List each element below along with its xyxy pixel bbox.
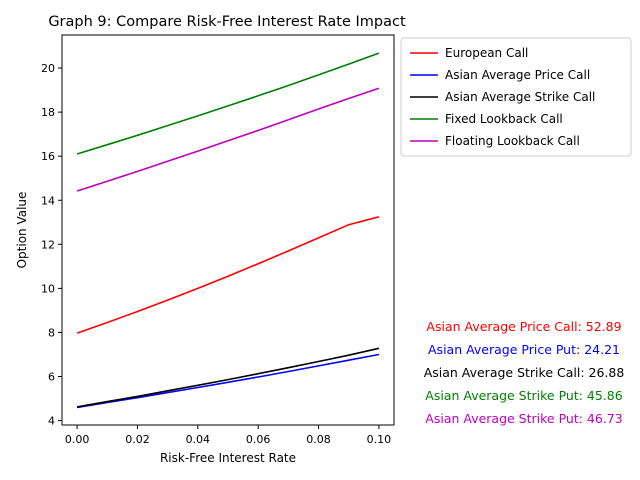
y-tick-label: 8 (48, 326, 55, 339)
y-tick-label: 16 (41, 150, 55, 163)
legend-label: Asian Average Price Call (445, 68, 590, 82)
legend-label: Floating Lookback Call (445, 134, 580, 148)
y-axis-label: Option Value (15, 192, 29, 269)
legend-label: Fixed Lookback Call (445, 112, 563, 126)
plot-frame (61, 34, 395, 426)
y-tick-label: 14 (41, 194, 55, 207)
x-tick-label: 0.02 (125, 433, 150, 446)
chart-title: Graph 9: Compare Risk-Free Interest Rate… (48, 14, 406, 30)
y-tick-label: 18 (41, 106, 55, 119)
x-tick-label: 0.06 (246, 433, 271, 446)
legend-label: European Call (445, 46, 528, 60)
annotation-text: Asian Average Strike Put: 45.86 (425, 388, 622, 403)
series-line-asian-average-strike-call (76, 347, 380, 408)
y-tick-label: 12 (41, 238, 55, 251)
series-line-european-call (76, 216, 380, 334)
x-axis-label: Risk-Free Interest Rate (160, 451, 296, 465)
legend-box (400, 37, 632, 157)
annotation-text: Asian Average Price Call: 52.89 (426, 319, 621, 334)
y-tick-label: 20 (41, 62, 55, 75)
legend-label: Asian Average Strike Call (445, 90, 595, 104)
x-tick-label: 0.10 (367, 433, 392, 446)
x-tick-label: 0.00 (65, 433, 90, 446)
series-line-asian-average-price-call (76, 353, 380, 409)
y-tick-label: 4 (48, 415, 55, 428)
annotation-text: Asian Average Price Put: 24.21 (428, 342, 620, 357)
y-tick-label: 10 (41, 282, 55, 295)
annotations: Asian Average Price Call: 52.89 Asian Ave… (424, 319, 625, 426)
x-tick-label: 0.08 (306, 433, 331, 446)
y-tick-label: 6 (48, 371, 55, 384)
series-line-floating-lookback-call (76, 87, 380, 192)
annotation-text: Asian Average Strike Put: 46.73 (425, 411, 622, 426)
x-tick-label: 0.04 (186, 433, 211, 446)
series-line-fixed-lookback-call (76, 52, 380, 155)
annotation-text: Asian Average Strike Call: 26.88 (424, 365, 625, 380)
legend: European Call Asian Average Price Call Asi… (400, 37, 632, 157)
